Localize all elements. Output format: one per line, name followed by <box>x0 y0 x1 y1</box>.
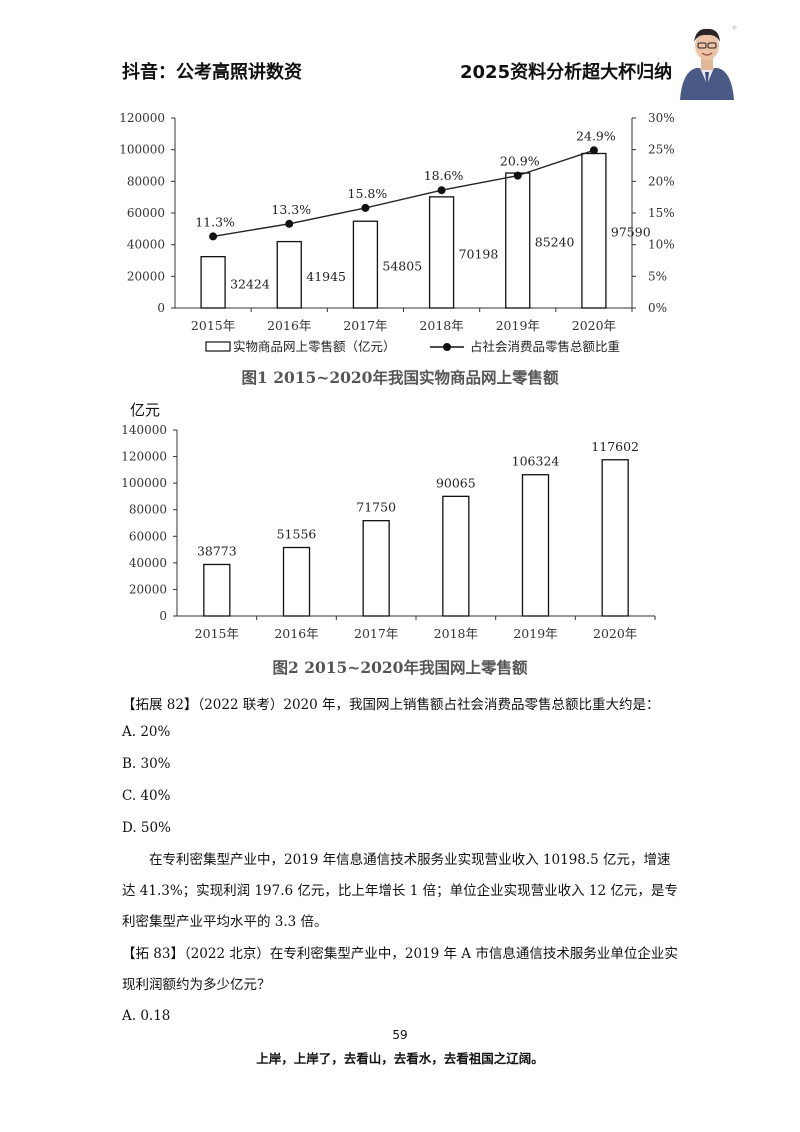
share-point <box>513 171 522 180</box>
x-tick-label: 2015年 <box>195 626 239 641</box>
y2-tick-label: 15% <box>648 206 675 220</box>
bar-value-label: 90065 <box>436 475 476 490</box>
bar <box>282 546 311 617</box>
svg-text:©: © <box>732 24 737 31</box>
y-tick-label: 40000 <box>127 238 165 252</box>
share-point-label: 20.9% <box>500 154 540 169</box>
share-point-label: 15.8% <box>348 186 388 201</box>
share-point <box>285 219 294 228</box>
footer-slogan: 上岸，上岸了，去看山，去看水，去看祖国之辽阔。 <box>256 1051 544 1066</box>
question-83-option-a: A. 0.18 <box>122 1008 171 1024</box>
y-tick-label: 60000 <box>127 206 165 220</box>
x-tick-label: 2017年 <box>343 318 387 333</box>
y-tick-label: 20000 <box>127 269 165 283</box>
y2-tick-label: 10% <box>648 238 675 252</box>
question-82-stem: 【拓展 82】（2022 联考）2020 年，我国网上销售额占社会消费品零售总额… <box>122 697 660 713</box>
y-tick-label: 0 <box>159 609 167 623</box>
bar-value-label: 85240 <box>535 235 575 250</box>
y-tick-label: 100000 <box>119 143 165 157</box>
question-82-option-d: D. 50% <box>122 820 171 836</box>
page-number: 59 <box>392 1028 408 1042</box>
share-point-label: 13.3% <box>271 202 311 217</box>
bar <box>352 220 379 309</box>
y2-tick-label: 5% <box>648 269 667 283</box>
x-tick-label: 2018年 <box>434 626 478 641</box>
chart2-unit-label: 亿元 <box>130 401 161 419</box>
share-line <box>212 149 595 238</box>
bar <box>276 240 302 309</box>
question-82-option-c: C. 40% <box>122 788 171 804</box>
legend-bar-swatch <box>205 341 231 352</box>
x-tick-label: 2018年 <box>419 318 463 333</box>
x-tick-label: 2019年 <box>496 318 540 333</box>
share-point-label: 11.3% <box>195 214 235 229</box>
x-tick-label: 2020年 <box>593 626 637 641</box>
bar <box>442 495 470 617</box>
bar-value-label: 32424 <box>230 276 270 291</box>
y2-tick-label: 30% <box>648 111 675 125</box>
x-tick-label: 2016年 <box>267 318 311 333</box>
figure1-caption: 图1 2015~2020年我国实物商品网上零售额 <box>241 368 559 387</box>
bar-value-label: 70198 <box>459 246 499 261</box>
x-tick-label: 2017年 <box>354 626 398 641</box>
bar-value-label: 106324 <box>512 454 560 469</box>
legend-line-marker <box>443 343 451 351</box>
bar-value-label: 71750 <box>356 500 396 515</box>
bar-value-label: 54805 <box>382 259 422 274</box>
y-tick-label: 100000 <box>121 476 167 490</box>
y-tick-label: 60000 <box>129 529 167 543</box>
question-82-option-b: B. 30% <box>122 756 171 772</box>
share-point-label: 18.6% <box>424 168 464 183</box>
share-point <box>361 203 370 212</box>
question-83-stem: 【拓 83】（2022 北京）在专利密集型产业中，2019 年 A 市信息通信技… <box>122 946 678 993</box>
chart-online-retail-total: 0 20000 40000 60000 80000 100000 120000 140000 3… <box>121 423 656 641</box>
y-tick-label: 80000 <box>129 503 167 517</box>
bar-value-label: 117602 <box>591 439 639 454</box>
bar <box>428 196 455 309</box>
y2-tick-label: 25% <box>648 143 675 157</box>
x-tick-label: 2019年 <box>513 626 557 641</box>
bar <box>521 474 550 617</box>
y-tick-label: 0 <box>157 301 165 315</box>
x-tick-label: 2016年 <box>274 626 318 641</box>
share-point <box>209 232 218 241</box>
bar <box>200 256 226 309</box>
y-tick-label: 120000 <box>121 450 167 464</box>
bar-value-label: 51556 <box>277 527 317 542</box>
bar <box>505 172 531 309</box>
header-right-title: 2025资料分析超大杯归纳 <box>460 62 673 83</box>
legend-bar-label: 实物商品网上零售额（亿元） <box>233 339 396 354</box>
y-tick-label: 80000 <box>127 174 165 188</box>
bar <box>581 152 607 309</box>
header-left-title: 抖音：公考高照讲数资 <box>122 62 302 83</box>
y-tick-label: 140000 <box>121 423 167 437</box>
x-tick-label: 2020年 <box>572 318 616 333</box>
question-82-option-a: A. 20% <box>122 724 171 740</box>
bar <box>601 459 629 617</box>
figure2-caption: 图2 2015~2020年我国网上零售额 <box>272 658 528 677</box>
share-point-label: 24.9% <box>576 128 616 143</box>
share-point <box>589 146 598 155</box>
legend-line-label: 占社会消费品零售总额比重 <box>470 339 620 354</box>
share-point <box>437 186 446 195</box>
chart-online-retail-physical-goods: 0 20000 40000 60000 80000 100000 120000 0% 5% 10%… <box>119 111 675 354</box>
y2-tick-label: 0% <box>648 301 667 315</box>
x-tick-label: 2015年 <box>191 318 235 333</box>
material-paragraph: 在专利密集型产业中，2019 年信息通信技术服务业实现营业收入 10198.5 … <box>122 852 678 930</box>
y2-tick-label: 20% <box>648 174 675 188</box>
bar <box>203 563 231 617</box>
y-tick-label: 20000 <box>129 582 167 596</box>
bar-value-label: 97590 <box>611 225 651 240</box>
bar <box>362 520 390 617</box>
author-avatar: © <box>676 22 738 100</box>
bar-value-label: 41945 <box>306 269 346 284</box>
bar-value-label: 38773 <box>197 543 237 558</box>
y-tick-label: 120000 <box>119 111 165 125</box>
y-tick-label: 40000 <box>129 556 167 570</box>
